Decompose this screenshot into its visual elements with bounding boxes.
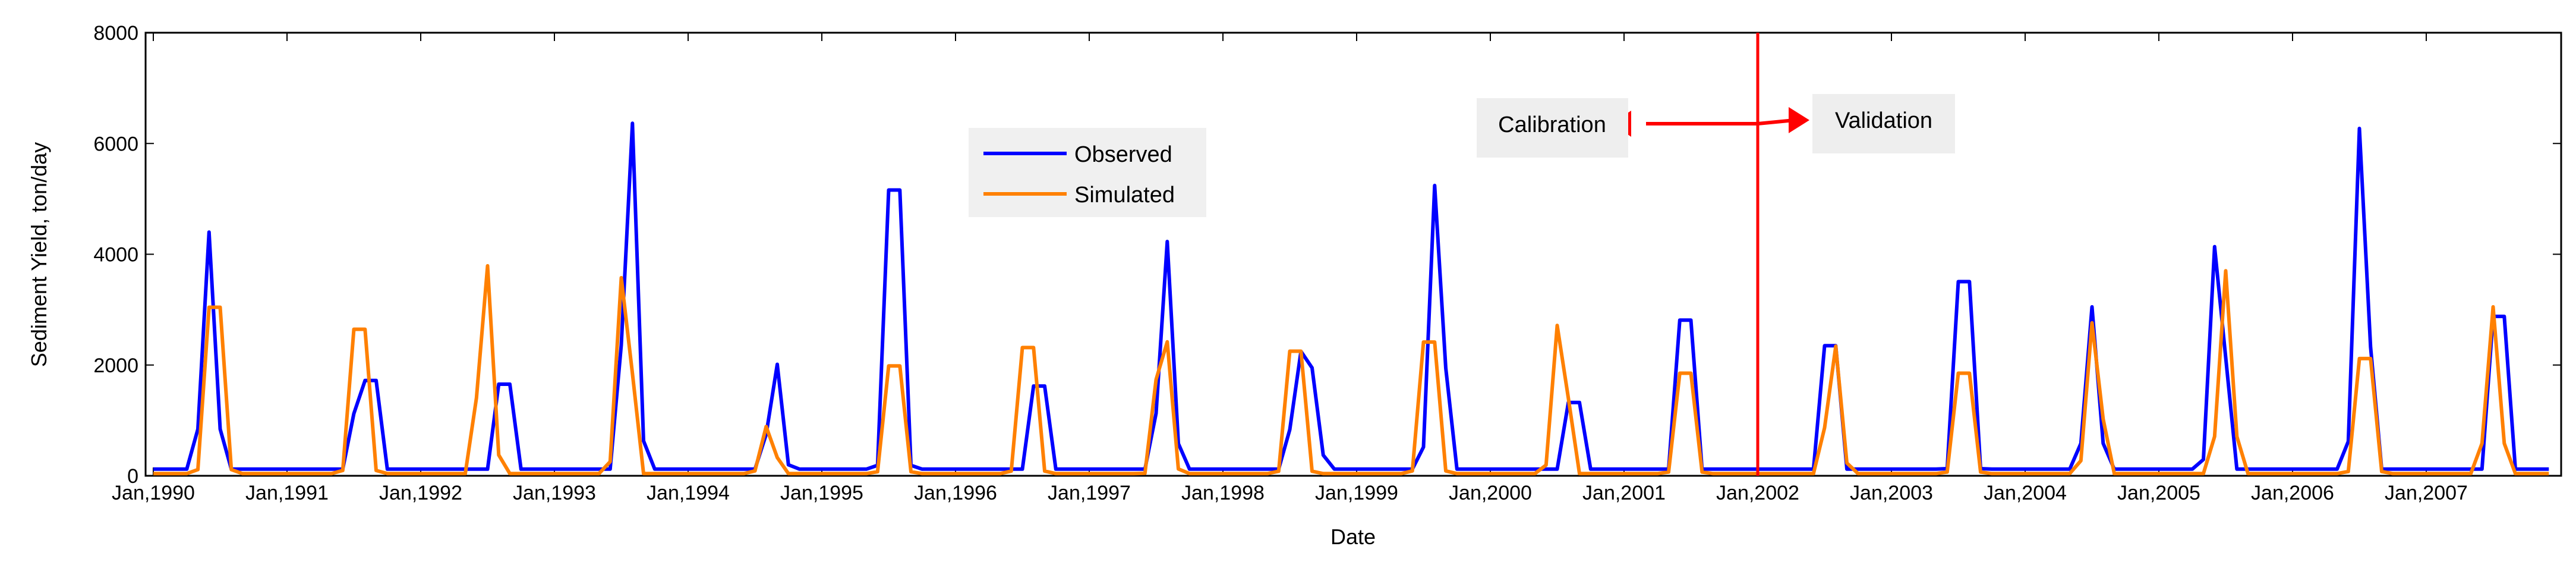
x-tick-label: Jan,1998 — [1181, 482, 1265, 504]
x-tick-label: Jan,2005 — [2117, 482, 2200, 504]
calibration-label-box — [1477, 98, 1628, 158]
legend-observed-label: Observed — [1074, 142, 1172, 167]
x-tick-label: Jan,2003 — [1850, 482, 1933, 504]
x-tick-label: Jan,1990 — [112, 482, 195, 504]
x-tick-label: Jan,1991 — [245, 482, 329, 504]
legend: Observed Simulated — [969, 128, 1206, 217]
validation-arrowhead — [1789, 107, 1809, 133]
validation-arrow — [1757, 118, 1795, 125]
legend-simulated-label: Simulated — [1074, 183, 1175, 208]
x-axis: Jan,1990 Jan,1991 Jan,1992 Jan,1993 Jan,1994… — [112, 33, 2468, 504]
validation-label-box — [1812, 94, 1955, 153]
series-layer — [153, 121, 2549, 476]
calibration-label: Calibration — [1498, 112, 1606, 137]
x-tick-label: Jan,2002 — [1716, 482, 1799, 504]
y-tick-label: 6000 — [93, 133, 138, 155]
y-axis: 0 2000 4000 6000 8000 — [93, 22, 2561, 488]
plot-area — [144, 32, 2562, 477]
x-tick-label: Jan,2001 — [1582, 482, 1666, 504]
y-tick-label: 0 — [127, 465, 138, 488]
x-tick-label: Jan,2000 — [1449, 482, 1532, 504]
x-tick-label: Jan,1996 — [914, 482, 997, 504]
x-tick-label: Jan,1992 — [379, 482, 462, 504]
x-tick-label: Jan,2004 — [1984, 482, 2067, 504]
x-tick-label: Jan,1999 — [1315, 482, 1398, 504]
x-tick-label: Jan,2007 — [2385, 482, 2468, 504]
validation-label: Validation — [1835, 108, 1932, 133]
y-tick-label: 8000 — [93, 22, 138, 45]
y-tick-label: 2000 — [93, 354, 138, 377]
legend-box — [969, 128, 1206, 217]
x-tick-label: Jan,1997 — [1048, 482, 1131, 504]
x-tick-label: Jan,2006 — [2251, 482, 2334, 504]
series-line-simulated — [153, 264, 2549, 476]
x-axis-title: Date — [1330, 525, 1376, 549]
x-tick-label: Jan,1995 — [780, 482, 863, 504]
x-tick-label: Jan,1994 — [647, 482, 730, 504]
y-axis-title: Sediment Yield, ton/day — [27, 142, 51, 367]
x-tick-label: Jan,1993 — [513, 482, 596, 504]
series-line-observed — [153, 121, 2549, 471]
y-tick-label: 4000 — [93, 244, 138, 266]
